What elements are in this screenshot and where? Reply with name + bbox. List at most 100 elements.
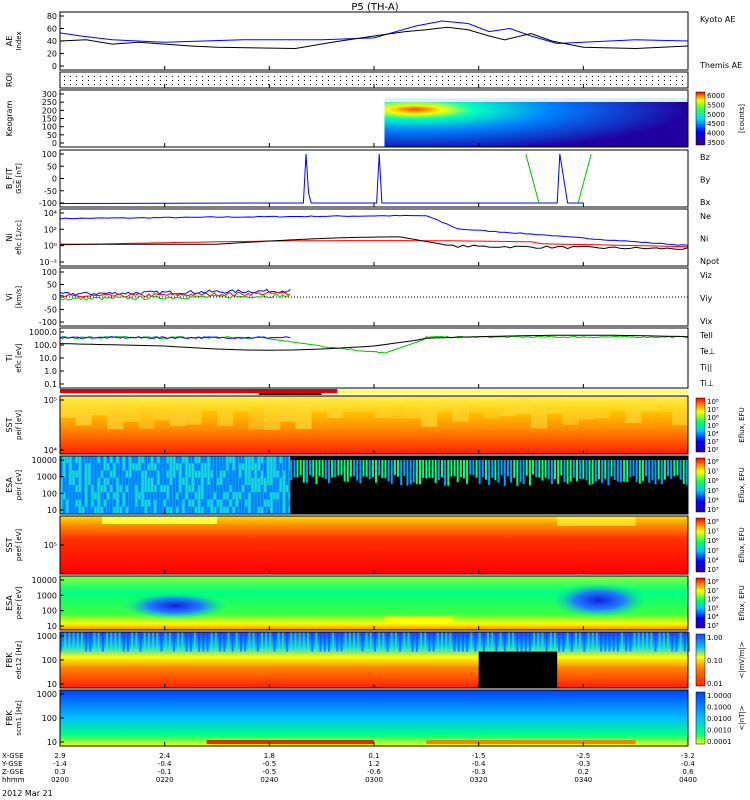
roi-dot (310, 76, 311, 77)
spectrogram-column (60, 396, 77, 418)
roi-dot (562, 76, 563, 77)
panel-velocity: 100 50 0 -50 -100 Vi [km/s] Viz Viy Vix (5, 267, 713, 327)
spectrogram-cell (188, 485, 191, 493)
spectrogram-column (452, 396, 469, 423)
spectrogram-cell (269, 632, 272, 652)
spectrogram-cell (223, 485, 226, 493)
spectrogram-cell (154, 485, 157, 493)
legend-entry: Vix (700, 317, 713, 326)
roi-dot (346, 76, 347, 77)
spectrogram-cell (270, 485, 273, 493)
spectrogram-cell (682, 460, 685, 484)
bx-line (59, 153, 584, 204)
roi-dot (268, 84, 269, 85)
roi-dot (382, 84, 383, 85)
roi-dot (88, 76, 89, 77)
y-axis-unit: GSE [nT] (15, 163, 23, 194)
spectrogram-cell (371, 460, 374, 477)
roi-dot (274, 80, 275, 81)
spectrogram-cell (356, 460, 359, 481)
spectrogram-cell (213, 470, 216, 478)
spectrogram-cell (198, 492, 201, 500)
spectrogram-cell (210, 470, 213, 478)
spectrogram-cell (406, 460, 409, 486)
roi-dot (448, 80, 449, 81)
roi-dot (538, 76, 539, 77)
y-axis-unit: eflc [1/cc] (15, 220, 23, 255)
coordinate-value: -0.4 (158, 760, 172, 768)
spectrogram-cell (528, 460, 531, 486)
spectrogram-cell (60, 463, 62, 471)
spectrogram-cell (264, 456, 267, 464)
spectrogram-cell (535, 460, 538, 478)
spectrogram-cell (541, 632, 544, 652)
roi-dot (658, 80, 659, 81)
spectrogram-cell (143, 632, 146, 652)
spectrogram-cell (164, 632, 167, 652)
roi-dot (160, 76, 161, 77)
roi-dot (418, 84, 419, 85)
spectrogram-cell (78, 492, 81, 500)
spectrogram-cell (658, 632, 661, 652)
spectrogram-cell (110, 485, 113, 493)
spectrogram-cell (238, 499, 241, 507)
spectrogram-cell (302, 460, 305, 483)
spectrogram-cell (422, 460, 425, 478)
y-tick-label: 100 (42, 489, 57, 498)
roi-dot (136, 84, 137, 85)
spectrogram-cell (198, 632, 201, 652)
spectrogram-column (483, 396, 501, 419)
spectrogram-cell (75, 499, 78, 507)
roi-dot (94, 84, 95, 85)
spectrogram-cell (110, 492, 113, 500)
spectrogram-cell (264, 506, 267, 514)
spectrogram-cell (144, 485, 147, 493)
roi-dot (610, 80, 611, 81)
roi-dot (166, 76, 167, 77)
roi-dot (640, 80, 641, 81)
roi-dot (352, 80, 353, 81)
spectrogram-cell (688, 632, 690, 652)
spectrogram-cell (541, 460, 544, 481)
spectrogram-cell (519, 460, 522, 482)
roi-dot (538, 84, 539, 85)
spectrogram-cell (182, 499, 185, 507)
spectrogram-cell (257, 492, 260, 500)
spectrogram-cell (97, 485, 100, 493)
roi-dot (196, 76, 197, 77)
spectrogram-column (421, 396, 438, 427)
roi-dot (430, 80, 431, 81)
spectrogram-cell (72, 499, 75, 507)
spectrogram-cell (641, 632, 644, 652)
spectrogram-cell (220, 477, 223, 485)
spectrogram-cell (220, 499, 223, 507)
roi-dot (448, 84, 449, 85)
roi-dot (244, 84, 245, 85)
spectrogram-cell (456, 460, 459, 483)
y-tick-label: 10⁰ (44, 242, 57, 251)
spectrogram-cell (226, 506, 229, 514)
spectrogram-cell (78, 456, 81, 464)
spectrogram-cell (85, 477, 88, 485)
spectrogram-cell (201, 477, 204, 485)
spectrogram-cell (169, 470, 172, 478)
spectrogram-cell (188, 492, 191, 500)
spectrogram-cell (415, 632, 418, 652)
spectrogram-cell (254, 499, 257, 507)
roi-dot (676, 76, 677, 77)
roi-dot (208, 76, 209, 77)
spectrogram-cell (311, 632, 314, 652)
spectrogram-cell (163, 470, 166, 478)
spectrogram-cell (144, 506, 147, 514)
coordinate-row-label: X-GSE (2, 752, 24, 760)
spectrogram-cell (94, 456, 97, 464)
spectrogram-cell (289, 477, 292, 485)
spectrogram-column (295, 396, 312, 430)
spectrogram-cell (169, 456, 172, 464)
keogram-image (384, 100, 688, 147)
spectrogram-cell (81, 470, 84, 478)
y-tick-label: 10000 (32, 456, 57, 465)
spectrogram-cell (538, 460, 541, 478)
spectrogram-cell (78, 463, 81, 471)
